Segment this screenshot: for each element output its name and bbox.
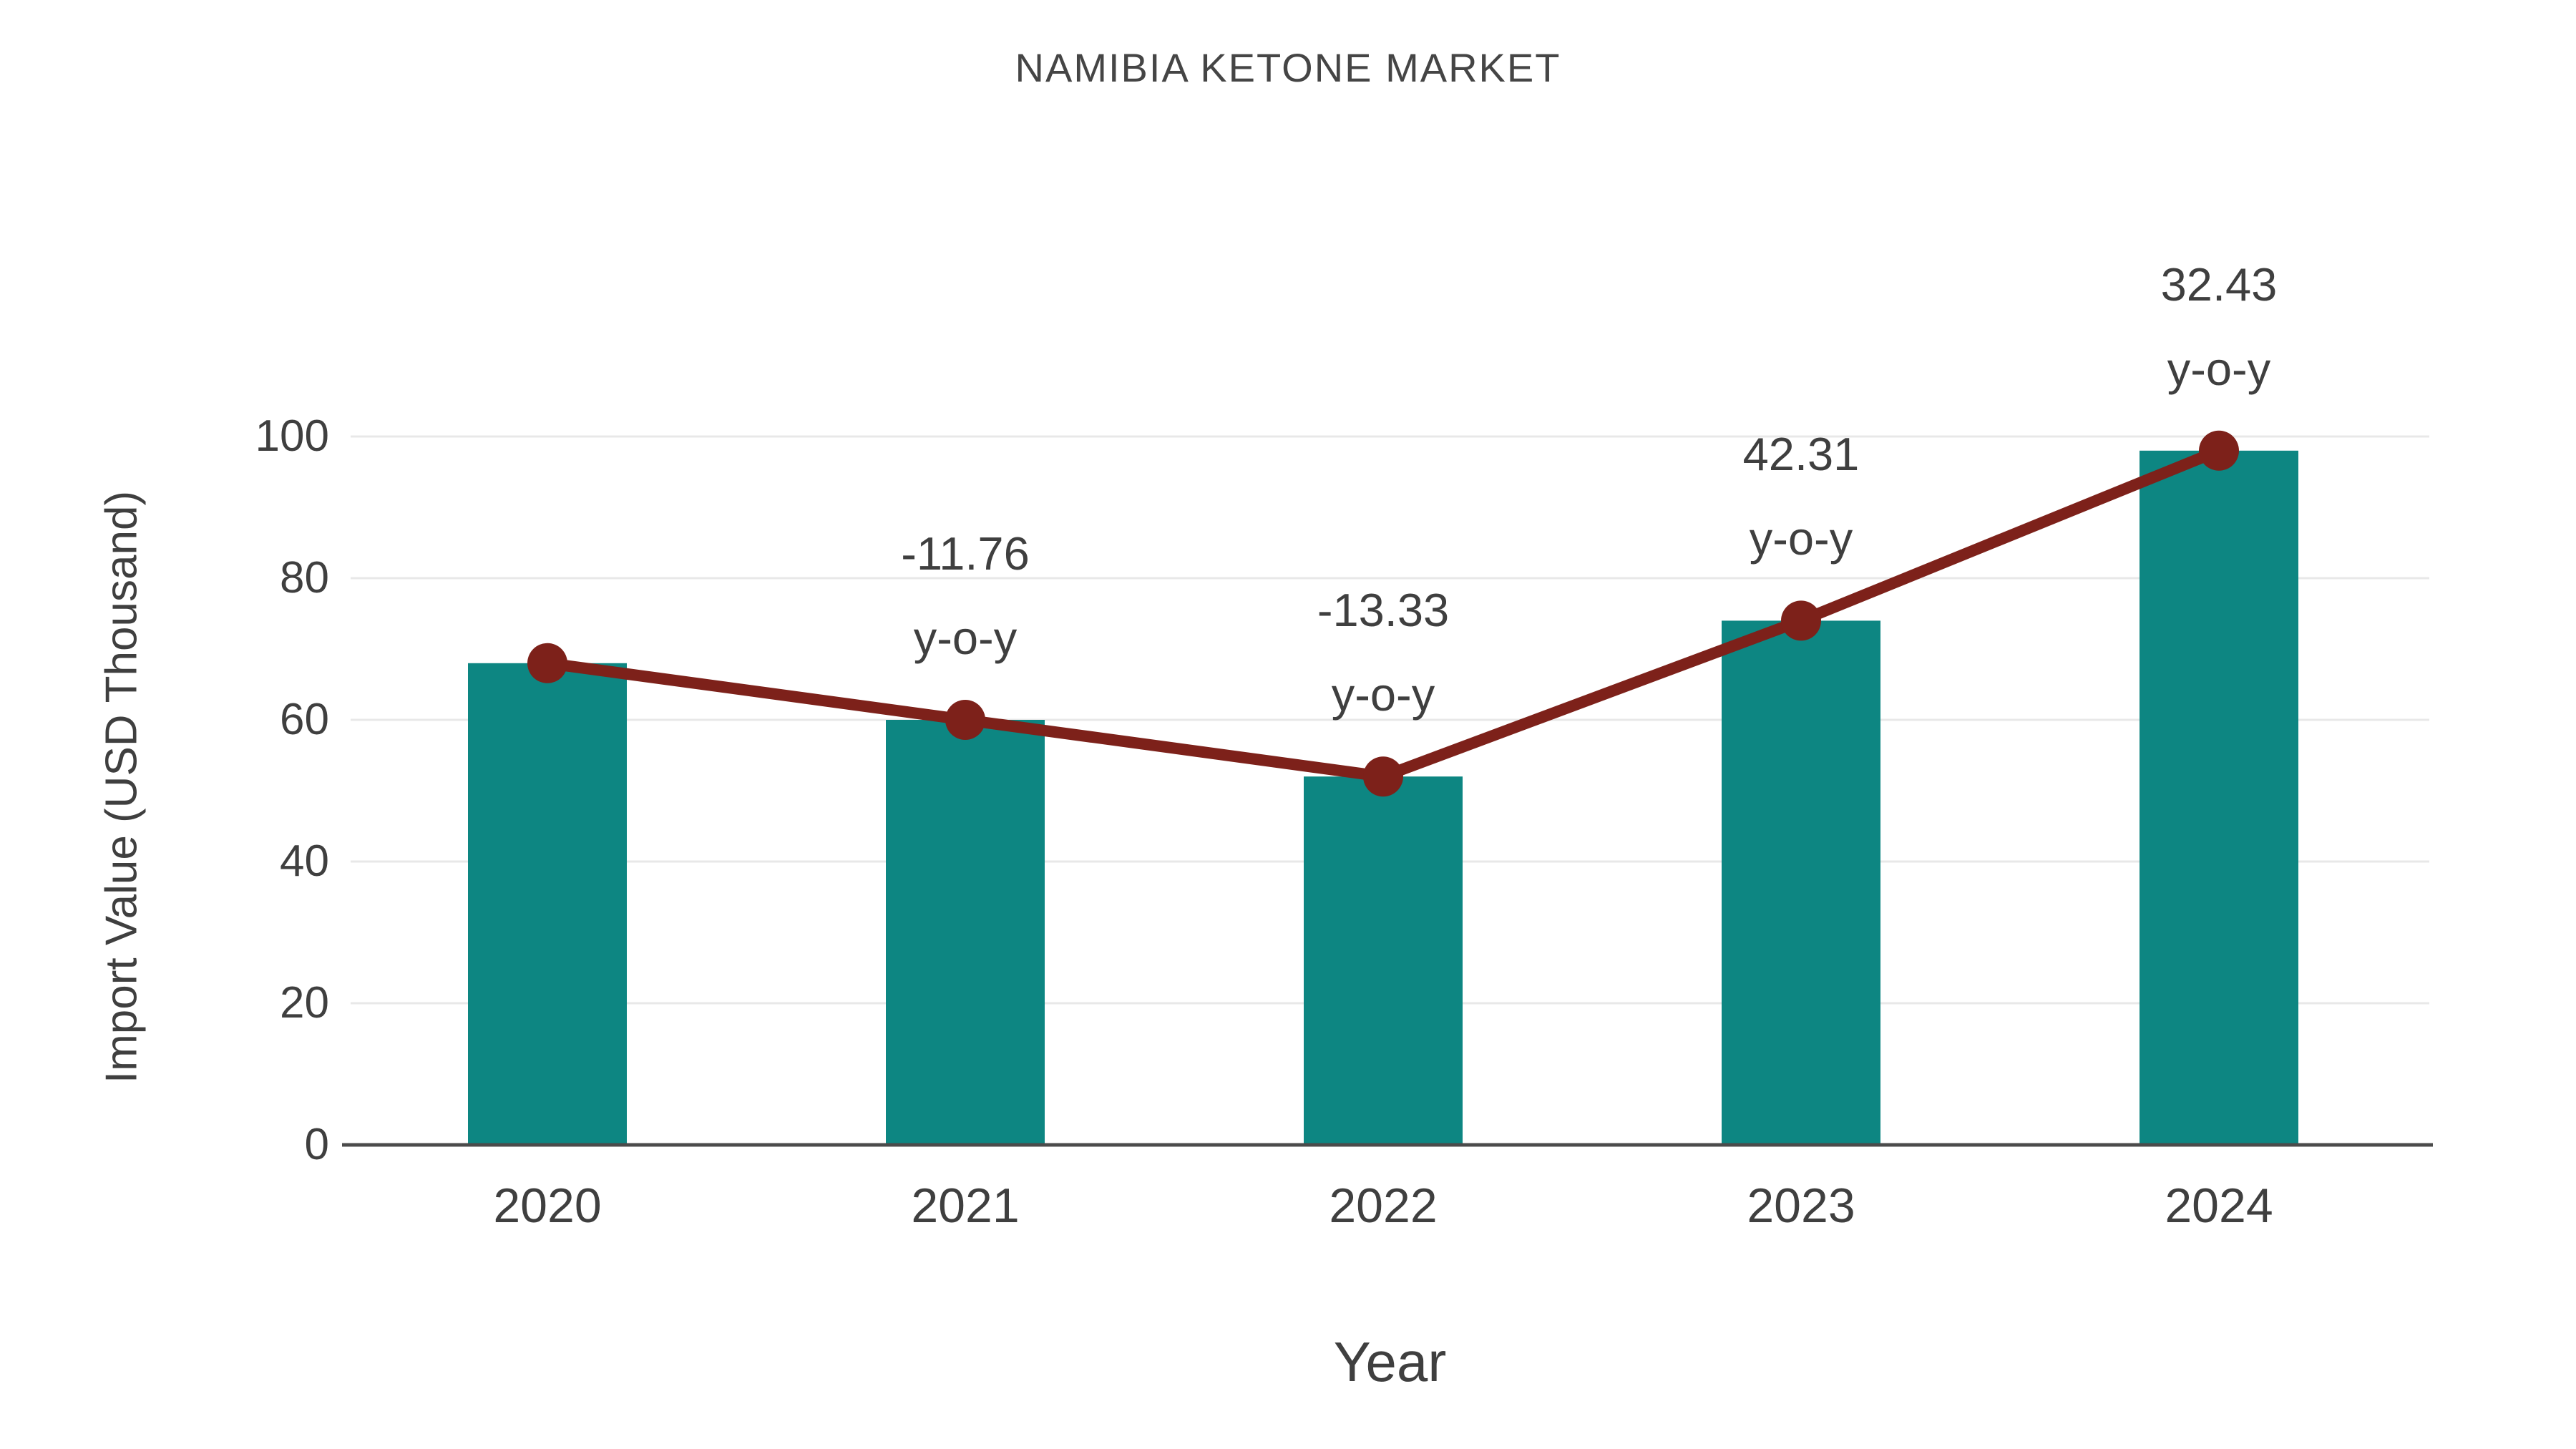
trend-point-2023 (1781, 600, 1821, 641)
x-axis-title: Year (1333, 1330, 1447, 1393)
y-tick-label-20: 20 (280, 978, 329, 1028)
y-tick-label-80: 80 (280, 553, 329, 602)
annotation-value-2023: 42.31 (1742, 428, 1860, 481)
y-tick-label-40: 40 (280, 836, 329, 886)
annotation-suffix-2023: y-o-y (1749, 512, 1853, 565)
x-tick-label-2023: 2023 (1747, 1179, 1855, 1233)
x-tick-label-2021: 2021 (911, 1179, 1020, 1233)
trend-point-2021 (945, 700, 985, 740)
trend-point-2024 (2199, 430, 2239, 471)
annotation-value-2021: -11.76 (901, 527, 1030, 580)
annotation-suffix-2022: y-o-y (1331, 668, 1435, 721)
x-tick-label-2020: 2020 (493, 1179, 602, 1233)
annotation-value-2022: -13.33 (1317, 584, 1450, 637)
bar-2021 (886, 720, 1045, 1145)
bar-2023 (1722, 620, 1880, 1145)
bar-2022 (1304, 776, 1463, 1145)
x-tick-label-2022: 2022 (1329, 1179, 1438, 1233)
bar-2020 (468, 663, 627, 1145)
chart-title: NAMIBIA KETONE MARKET (1015, 45, 1561, 90)
y-tick-label-60: 60 (280, 695, 329, 744)
y-tick-label-0: 0 (304, 1120, 329, 1169)
annotation-value-2024: 32.43 (2160, 258, 2278, 311)
x-tick-label-2024: 2024 (2165, 1179, 2273, 1233)
bar-2024 (2140, 450, 2298, 1145)
trend-point-2022 (1363, 756, 1403, 797)
y-tick-label-100: 100 (255, 411, 329, 461)
annotation-suffix-2021: y-o-y (913, 612, 1018, 664)
trend-point-2020 (527, 643, 567, 683)
annotation-suffix-2024: y-o-y (2167, 342, 2271, 395)
